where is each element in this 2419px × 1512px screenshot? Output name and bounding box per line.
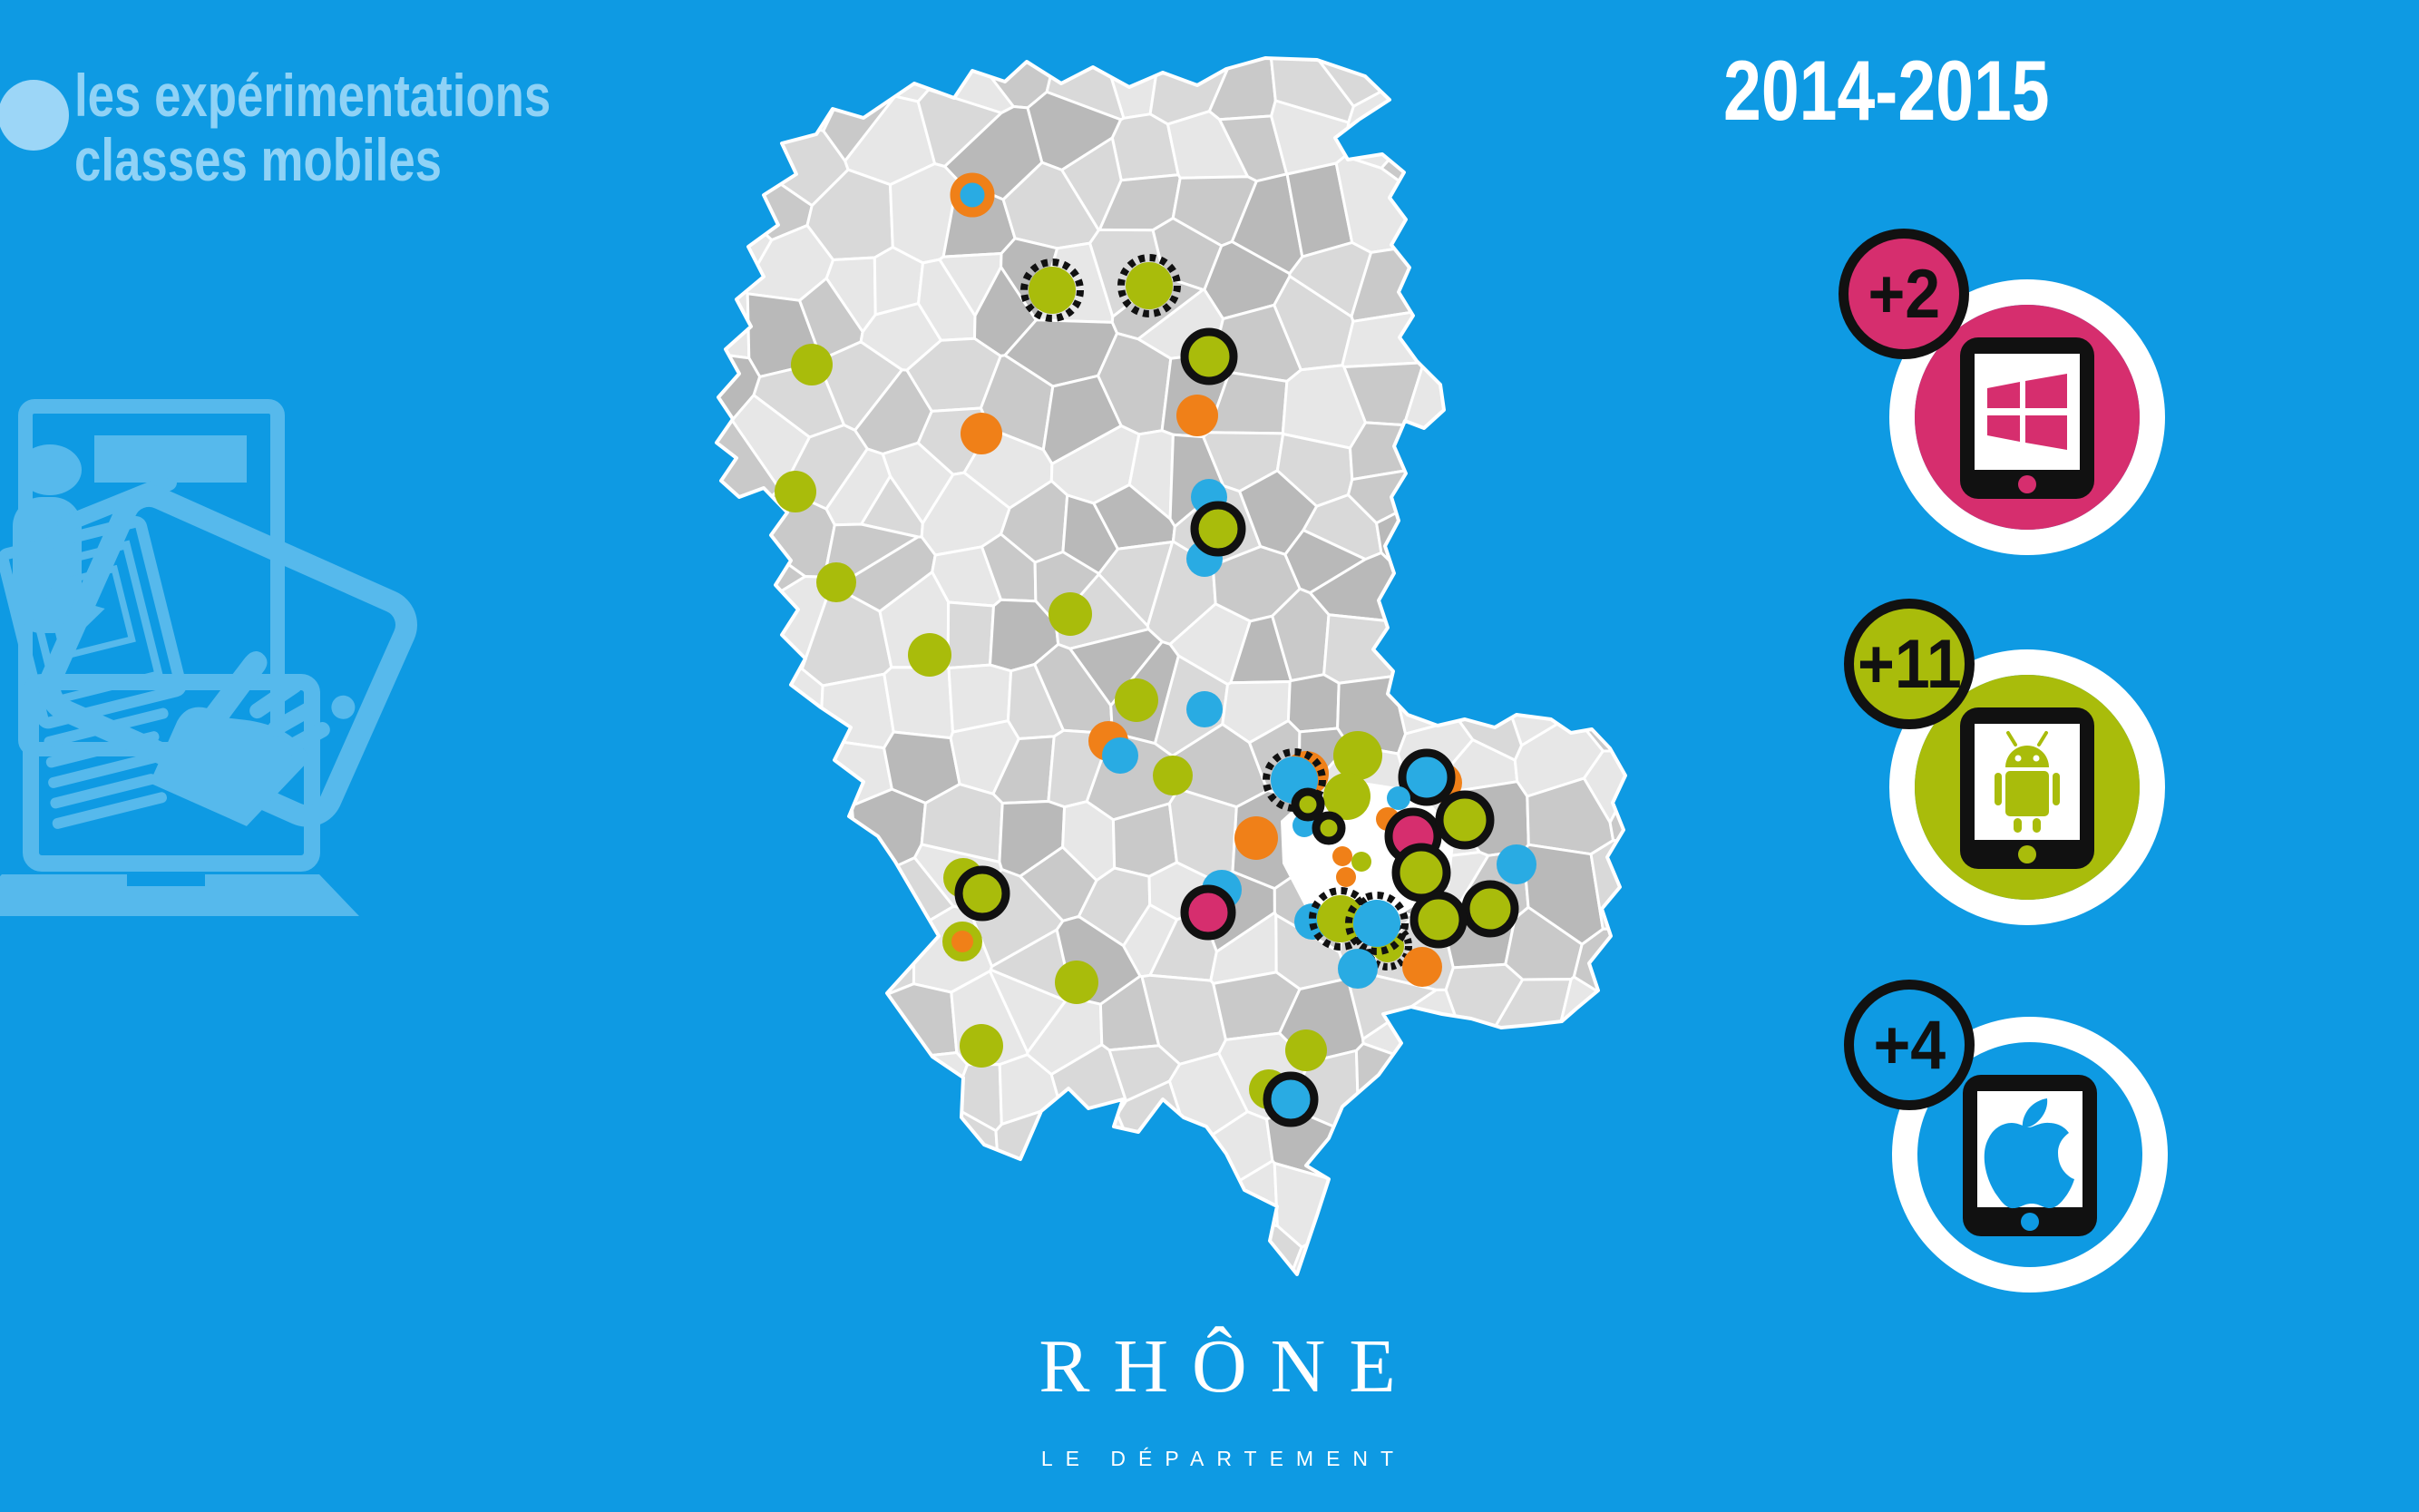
map-marker-green (1153, 756, 1193, 795)
map-marker-orange-green-ring (942, 922, 982, 961)
map-marker-green-dotted-ring (1020, 259, 1084, 322)
map-marker-green (1323, 773, 1370, 820)
rhone-tagline: LE DÉPARTEMENT (1040, 1447, 1407, 1470)
map-marker-orange (1402, 947, 1442, 987)
map-marker-blue-black-ring (1263, 1071, 1319, 1127)
footer-brand-block: RHÔNE LE DÉPARTEMENT (936, 1322, 1498, 1471)
period-label: 2014-2015 (1723, 43, 2050, 138)
windows-tablet-icon (1889, 279, 2165, 555)
map-marker-green-black-ring (1312, 811, 1346, 845)
apple-tablet-icon (1892, 1017, 2168, 1293)
apple-count-badge: +4 (1844, 980, 1975, 1110)
windows-count-badge: +2 (1839, 229, 1969, 359)
map-marker-blue (1186, 691, 1223, 727)
title-bullet (0, 80, 69, 151)
map-marker-orange (1336, 867, 1356, 887)
legend-badge-windows: +2 (1839, 227, 2209, 608)
map-marker-orange (961, 413, 1002, 454)
page-title-line1: les expérimentations (74, 62, 551, 129)
map-marker-orange (1332, 846, 1352, 866)
legend-badge-android: +11 (1844, 597, 2209, 978)
android-count-badge: +11 (1844, 599, 1975, 729)
map-marker-green (791, 344, 833, 385)
map-markers (775, 172, 1536, 1127)
map-marker-green (1351, 852, 1371, 872)
map-marker-green (1285, 1029, 1327, 1071)
map-marker-blue (1338, 949, 1378, 989)
apple-count: +4 (1873, 1006, 1946, 1084)
map-marker-green (816, 562, 856, 602)
map-marker-green-black-ring (1435, 790, 1495, 850)
map-marker-green-black-ring (1461, 880, 1519, 938)
map-marker-green-dotted-ring (1117, 254, 1181, 317)
android-count: +11 (1857, 625, 1962, 703)
map-marker-orange (1234, 816, 1278, 860)
map-marker-blue-orange-ring (950, 172, 995, 218)
map-marker-green-black-ring (954, 865, 1010, 922)
map-marker-green (1049, 592, 1092, 636)
apple-logo-icon (1984, 1098, 2074, 1209)
rhone-logo: RHÔNE (1039, 1324, 1419, 1409)
page-title: les expérimentations classes mobiles (74, 63, 551, 193)
map-marker-blue (1387, 786, 1410, 810)
communes-mesh (717, 58, 1625, 1274)
laptop-icon (0, 674, 359, 916)
hand-tablet-icon (38, 484, 417, 827)
map-marker-green-black-ring (1291, 787, 1325, 822)
map-marker-green-black-ring (1409, 891, 1468, 949)
map-marker-blue-black-ring (1398, 748, 1456, 806)
map-marker-orange (1176, 395, 1218, 436)
map-marker-green (960, 1024, 1003, 1068)
pointing-hand-icon (150, 650, 330, 826)
map-marker-blue (1102, 737, 1138, 774)
map-marker-green (1333, 731, 1382, 780)
map-marker-green (1055, 961, 1098, 1004)
map-marker-green-black-ring (1180, 327, 1238, 385)
windows-logo-icon (1987, 374, 2067, 450)
map-marker-pink-black-ring (1180, 884, 1236, 941)
map-marker-green (1115, 678, 1158, 722)
map-marker-green (908, 633, 951, 677)
map-marker-green-black-ring (1391, 843, 1451, 902)
map-marker-blue-dotted-ring (1345, 892, 1409, 955)
windows-count: +2 (1868, 255, 1940, 333)
map-marker-green-black-ring (1190, 501, 1246, 557)
android-robot-icon (1995, 731, 2060, 833)
map-marker-green (775, 471, 816, 512)
android-tablet-icon (1889, 649, 2165, 925)
legend-badge-apple: +4 (1844, 964, 2211, 1345)
page-title-line2: classes mobiles (74, 126, 443, 194)
devices-illustration (0, 399, 417, 916)
map-marker-blue (1497, 844, 1536, 884)
